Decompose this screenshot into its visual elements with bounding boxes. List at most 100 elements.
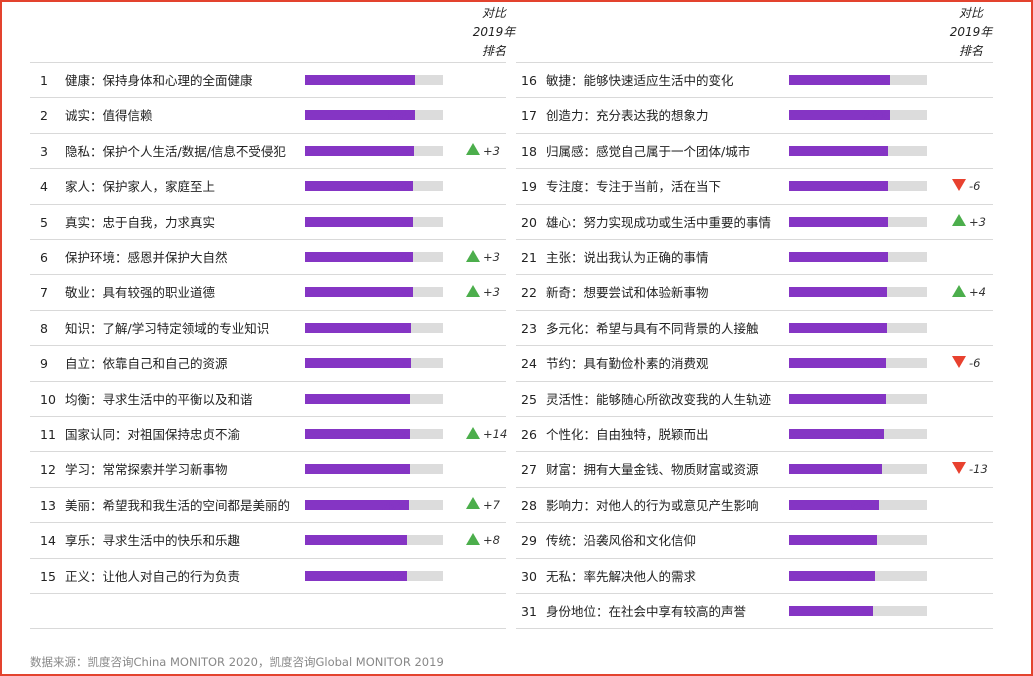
value-label: 归属感：感觉自己属于一个团体/城市 <box>546 143 751 159</box>
rank-number: 31 <box>521 604 537 619</box>
bar <box>305 322 412 333</box>
value-label: 隐私：保护个人生活/数据/信息不受侵犯 <box>65 143 286 159</box>
value-label: 影响力：对他人的行为或意见产生影响 <box>546 497 759 513</box>
bar-track <box>789 75 927 85</box>
rank-change: +7 <box>466 488 526 523</box>
rank-change-value: +14 <box>483 427 508 441</box>
value-label: 无私：率先解决他人的需求 <box>546 568 697 584</box>
row-divider <box>516 416 993 417</box>
rank-change-value: +7 <box>483 497 500 512</box>
value-label: 主张：说出我认为正确的事情 <box>546 250 709 265</box>
header-line-2: 2019年 <box>472 25 516 39</box>
row-divider <box>516 593 993 594</box>
bar-value-label: 64% <box>849 534 877 549</box>
ranking-row: 5 真实：忠于自我，力求真实 78% <box>0 205 1033 240</box>
rank-number: 16 <box>521 73 537 88</box>
bar-value-label: 73% <box>861 74 890 88</box>
bar <box>789 393 886 404</box>
row-divider <box>516 486 993 488</box>
value-label: 个性化：自由独特，脱颖而出 <box>546 427 709 442</box>
bar-track <box>789 535 927 546</box>
bar <box>305 535 408 546</box>
rank-change-value: +4 <box>969 285 986 300</box>
triangle-down-icon <box>952 355 966 368</box>
row-divider <box>30 203 506 205</box>
row-divider <box>30 628 506 630</box>
bar-value-label: 74% <box>379 569 407 584</box>
bar-value-label: 76% <box>381 428 410 442</box>
ranking-row: 13 美丽：希望我和我生活的空间都是美丽的 75% +7 <box>0 488 1033 523</box>
ranking-row: 14 享乐：寻求生活中的快乐和乐趣 74% +8 <box>0 523 1033 558</box>
bar-track <box>789 110 927 121</box>
row-divider <box>516 522 993 524</box>
bar <box>789 252 889 262</box>
bar <box>789 464 882 475</box>
value-label: 学习：常常探索并学习新事物 <box>65 462 228 478</box>
value-label: 保护环境：感恩并保护大自然 <box>65 250 228 265</box>
triangle-up-icon <box>466 143 480 156</box>
bar-track <box>305 358 443 369</box>
rank-number: 25 <box>521 391 537 407</box>
rank-number: 29 <box>521 533 537 549</box>
bar-value-label: 70% <box>857 357 886 372</box>
value-label: 节约：具有勤俭朴素的消费观 <box>546 356 709 372</box>
ranking-row: 25 灵活性：能够随心所欲改变我的人生轨迹 70% <box>0 382 1033 417</box>
ranking-row: 10 均衡：寻求生活中的平衡以及和谐 76% <box>0 382 1033 417</box>
ranking-row: 3 隐私：保护个人生活/数据/信息不受侵犯 79% +3 <box>0 134 1033 169</box>
ranking-row: 23 多元化：希望与具有不同背景的人接触 71% <box>0 311 1033 346</box>
bar-track <box>305 181 443 192</box>
header-line-1: 对比 <box>958 6 983 20</box>
row-divider <box>30 62 506 63</box>
rank-number: 13 <box>40 497 56 513</box>
row-divider <box>516 274 993 276</box>
bar <box>305 145 414 156</box>
rank-change: -6 <box>952 169 1012 204</box>
bar-track <box>789 429 927 439</box>
bar <box>789 287 887 298</box>
bar-track <box>305 252 443 262</box>
value-label: 多元化：希望与具有不同背景的人接触 <box>546 320 759 336</box>
rank-number: 28 <box>521 497 537 513</box>
bar-value-label: 70% <box>857 392 886 407</box>
value-label: 灵活性：能够随心所欲改变我的人生轨迹 <box>546 391 772 407</box>
ranking-row: 28 影响力：对他人的行为或意见产生影响 65% <box>0 488 1033 523</box>
bar <box>305 393 410 404</box>
row-divider <box>30 380 506 382</box>
triangle-down-icon <box>952 178 966 191</box>
bar-value-label: 71% <box>858 321 887 336</box>
row-divider <box>516 628 993 630</box>
rank-number: 22 <box>521 285 537 301</box>
ranking-row: 22 新奇：想要尝试和体验新事物 71% +4 <box>0 275 1033 310</box>
ranking-row: 7 敬业：具有较强的职业道德 78% +3 <box>0 275 1033 310</box>
rank-number: 5 <box>40 214 48 230</box>
bar-track <box>305 393 443 404</box>
row-divider <box>30 593 506 594</box>
bar-value-label: 72% <box>860 144 888 159</box>
rank-number: 24 <box>521 356 537 372</box>
row-divider <box>516 309 993 311</box>
value-label: 雄心：努力实现成功或生活中重要的事情 <box>546 214 772 230</box>
bar <box>305 570 408 581</box>
bar-track <box>789 216 927 227</box>
rank-change: +3 <box>952 205 1012 240</box>
value-label: 自立：依靠自己和自己的资源 <box>65 356 228 372</box>
rank-number: 18 <box>521 143 537 159</box>
header-line-3: 排名 <box>958 44 983 58</box>
ranking-row: 24 节约：具有勤俭朴素的消费观 70% -6 <box>0 346 1033 381</box>
bar <box>305 216 413 227</box>
bar <box>789 75 890 85</box>
triangle-up-icon <box>466 284 480 297</box>
rank-change-value: +3 <box>483 143 500 158</box>
row-divider <box>30 239 506 240</box>
bar-track <box>305 322 443 333</box>
rank-number: 12 <box>40 462 56 478</box>
value-label: 健康：保持身体和心理的全面健康 <box>65 73 253 88</box>
bar-track <box>789 570 927 581</box>
bar-value-label: 72% <box>860 180 888 195</box>
bar <box>305 181 413 192</box>
row-divider <box>516 168 993 170</box>
bar-track <box>789 322 927 333</box>
rank-number: 10 <box>40 391 56 407</box>
row-divider <box>30 97 506 99</box>
row-divider <box>30 132 506 134</box>
